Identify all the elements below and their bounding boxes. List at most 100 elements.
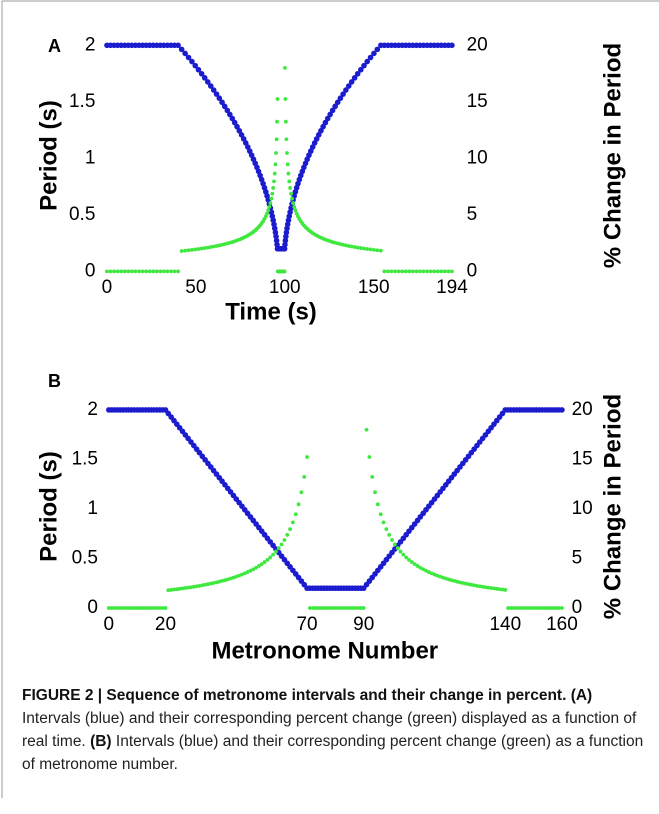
data-point <box>271 552 275 557</box>
y-tick-label: 1.5 <box>72 448 98 469</box>
data-point <box>551 606 556 610</box>
data-point <box>371 247 376 252</box>
data-point <box>428 269 433 274</box>
data-point <box>221 103 228 110</box>
data-point <box>265 211 269 216</box>
data-point <box>282 538 287 542</box>
data-point <box>143 606 148 610</box>
data-point <box>200 583 205 588</box>
data-point <box>349 244 354 249</box>
data-point <box>198 70 205 77</box>
data-point <box>307 606 312 610</box>
x-tick-label: 100 <box>269 277 301 298</box>
data-point <box>343 87 349 93</box>
data-point <box>514 606 519 610</box>
data-point <box>284 137 289 142</box>
data-point <box>269 196 274 201</box>
y-tick-label: 0.5 <box>72 548 98 569</box>
data-point <box>283 233 289 240</box>
data-point <box>293 208 298 213</box>
data-point <box>382 269 387 274</box>
data-point <box>341 606 346 610</box>
data-point <box>418 269 422 274</box>
data-point <box>511 606 516 610</box>
data-point <box>285 533 290 537</box>
y-tick-label: 0 <box>87 597 98 618</box>
data-point <box>204 79 211 85</box>
data-point <box>273 233 279 240</box>
data-point <box>286 171 291 176</box>
data-point <box>194 584 199 589</box>
data-point <box>426 570 431 574</box>
caption: FIGURE 2 | Sequence of metronome interva… <box>22 684 652 776</box>
data-point <box>302 474 307 479</box>
data-point <box>283 97 288 101</box>
data-point <box>339 606 343 610</box>
data-point <box>161 269 166 274</box>
data-point <box>234 123 240 130</box>
x-tick-label: 140 <box>489 614 521 635</box>
y-tick-label: 2 <box>85 34 96 55</box>
data-point <box>219 99 225 106</box>
data-point <box>305 455 309 459</box>
data-point <box>191 584 196 589</box>
y-tick-label: 0 <box>85 260 96 281</box>
data-point <box>409 560 414 564</box>
data-point <box>179 249 184 253</box>
data-point <box>450 269 454 274</box>
data-point <box>344 606 349 610</box>
y-axis-label: Period (s) <box>35 451 62 562</box>
y2-tick-label: 15 <box>572 448 593 469</box>
data-point <box>351 75 358 81</box>
data-point <box>296 502 301 507</box>
data-point <box>344 243 348 248</box>
data-point <box>477 584 482 589</box>
data-point <box>199 246 204 251</box>
data-point <box>285 151 289 155</box>
data-point <box>122 269 127 274</box>
data-point <box>435 269 440 274</box>
data-point <box>336 606 341 610</box>
data-point <box>273 237 280 244</box>
data-point <box>367 54 374 61</box>
data-point <box>367 455 372 459</box>
data-point <box>526 606 530 610</box>
y2-tick-label: 5 <box>572 548 583 569</box>
data-point <box>151 269 156 274</box>
caption-title: FIGURE 2 | Sequence of metronome interva… <box>22 687 567 704</box>
data-point <box>211 244 216 249</box>
data-point <box>421 567 426 572</box>
data-point <box>169 588 174 592</box>
data-point <box>275 97 280 101</box>
data-point <box>534 606 539 610</box>
data-point <box>242 571 247 576</box>
data-point <box>169 269 173 274</box>
data-point <box>140 606 145 610</box>
data-point <box>373 490 377 495</box>
data-point <box>274 137 279 142</box>
data-point <box>287 179 292 184</box>
data-point <box>210 87 217 93</box>
data-point <box>288 527 292 532</box>
data-point <box>176 269 180 274</box>
data-point <box>460 581 465 585</box>
data-point <box>316 606 321 610</box>
data-point <box>389 269 394 274</box>
data-point <box>183 248 188 253</box>
data-point <box>192 62 199 69</box>
data-point <box>132 606 137 610</box>
data-point <box>500 587 505 592</box>
data-point <box>160 606 165 610</box>
data-point <box>330 606 335 610</box>
data-point <box>172 587 176 592</box>
data-point <box>112 269 116 274</box>
data-point <box>105 269 109 274</box>
data-point <box>362 246 366 251</box>
data-point <box>392 542 397 547</box>
y-tick-label: 1 <box>85 147 96 168</box>
data-point <box>421 269 426 274</box>
data-point <box>270 191 275 196</box>
data-point <box>545 606 550 610</box>
data-point <box>186 585 191 590</box>
data-point <box>126 606 131 610</box>
